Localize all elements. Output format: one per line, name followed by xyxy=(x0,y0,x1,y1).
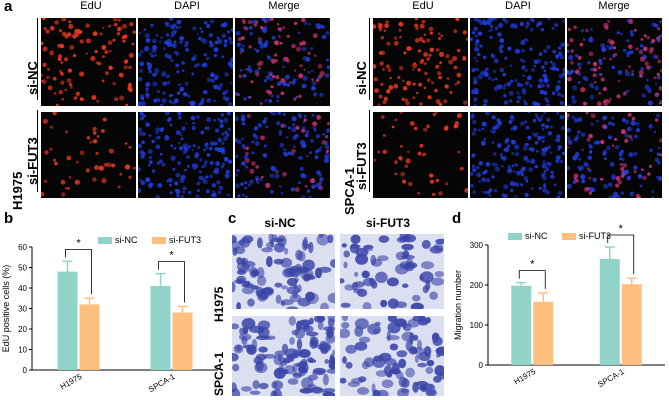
migration-chart-x-tick-label: H1975 xyxy=(512,367,537,387)
edu-bar-chart: 0 10 20 30 40 50 60 EdU positive cells (%) * H197… xyxy=(1,235,218,395)
migration-chart-bar-si-fut3-h1975 xyxy=(533,301,554,365)
col-header-edu-left: EdU xyxy=(80,0,102,12)
migration-chart-bar-si-nc-h1975 xyxy=(511,285,532,365)
edu-chart-bar-si-fut3-spca-1 xyxy=(172,312,193,370)
migration-chart-legend-swatch-si-fut3 xyxy=(562,233,576,240)
migration-chart-legend-label-si-fut3: si-FUT3 xyxy=(579,231,611,241)
edu-chart-y-tick-label: 0 xyxy=(23,366,28,375)
edu-chart-significance-star: * xyxy=(169,250,174,262)
col-header-dapi-right: DAPI xyxy=(505,0,531,12)
edu-chart-legend-swatch-si-nc xyxy=(98,237,112,244)
fluor-image-left-si-nc-merge xyxy=(235,18,330,106)
edu-chart-significance-bracket xyxy=(158,261,185,303)
migration-chart-legend-label-si-nc: si-NC xyxy=(525,231,548,241)
edu-chart-y-tick-label: 50 xyxy=(18,264,27,273)
migration-chart-y-tick-label: 300 xyxy=(470,241,484,250)
migration-chart-bar-si-nc-spca-1 xyxy=(599,259,620,365)
fluor-image-left-si-fut3-edu xyxy=(41,112,136,198)
edu-chart-legend-swatch-si-fut3 xyxy=(152,237,166,244)
edu-chart-y-axis-title: EdU positive cells (%) xyxy=(1,265,11,353)
fluor-image-left-si-nc-dapi xyxy=(138,18,233,106)
migration-chart-significance-star: * xyxy=(530,259,535,271)
col-header-merge-right: Merge xyxy=(598,0,630,12)
row-bracket-si-fut3-right xyxy=(369,110,370,192)
panel-d-label: d xyxy=(452,210,462,227)
fluor-image-right-si-nc-merge xyxy=(567,18,662,106)
migration-chart-y-tick-label: 200 xyxy=(470,281,484,290)
fluor-image-left-si-nc-edu xyxy=(41,18,136,106)
col-header-transwell-si-fut3: si-FUT3 xyxy=(365,216,410,230)
row-bracket-si-nc-left xyxy=(37,18,38,100)
edu-chart-y-tick-label: 10 xyxy=(18,346,27,355)
panel-a-label: a xyxy=(4,0,13,15)
edu-chart-y-tick-label: 30 xyxy=(18,305,27,314)
panel-b-label: b xyxy=(4,210,14,227)
edu-chart-bar-si-fut3-h1975 xyxy=(79,304,100,370)
migration-chart-x-tick-label: SPCA-1 xyxy=(596,367,626,390)
transwell-image-spca-1-si-fut3 xyxy=(340,316,444,396)
fluor-image-left-si-fut3-merge xyxy=(235,112,330,198)
col-header-transwell-si-nc: si-NC xyxy=(264,216,296,230)
edu-chart-x-tick-label: SPCA-1 xyxy=(147,372,177,395)
fluor-image-left-si-fut3-dapi xyxy=(138,112,233,198)
edu-chart-y-tick-label: 20 xyxy=(18,325,27,334)
edu-chart-y-tick-label: 60 xyxy=(18,243,27,252)
fluor-image-right-si-fut3-merge xyxy=(567,112,662,198)
edu-chart-y-tick-label: 40 xyxy=(18,284,27,293)
edu-chart-legend-label-si-nc: si-NC xyxy=(115,235,138,245)
row-bracket-si-nc-right xyxy=(369,18,370,100)
fluor-image-right-si-nc-dapi xyxy=(470,18,565,106)
row-bracket-si-fut3-left xyxy=(37,110,38,192)
cell-line-h1975-label: H1975 xyxy=(10,171,25,210)
edu-chart-bar-si-nc-spca-1 xyxy=(150,285,171,370)
fluor-image-right-si-fut3-dapi xyxy=(470,112,565,198)
col-header-merge-left: Merge xyxy=(268,0,300,12)
row-label-si-nc-right: si-NC xyxy=(354,61,369,95)
migration-chart-y-tick-label: 0 xyxy=(479,361,484,370)
panel-c-label: c xyxy=(228,210,237,227)
transwell-row-label-spca1: SPCA-1 xyxy=(212,351,226,396)
edu-chart-x-tick-label: H1975 xyxy=(59,372,84,392)
migration-bar-chart: 0 100 200 300 Migration number * H1975 * SPCA-1 s… xyxy=(453,223,665,390)
migration-chart-y-axis-title: Migration number xyxy=(453,270,463,340)
fluor-image-right-si-fut3-edu xyxy=(373,112,468,198)
edu-chart-bar-si-nc-h1975 xyxy=(57,271,78,370)
transwell-image-spca-1-si-nc xyxy=(232,316,335,396)
fluor-image-right-si-nc-edu xyxy=(373,18,468,106)
transwell-row-label-h1975: H1975 xyxy=(212,286,226,322)
edu-chart-significance-bracket xyxy=(65,248,92,295)
edu-chart-legend-label-si-fut3: si-FUT3 xyxy=(169,235,201,245)
transwell-image-h1975-si-nc xyxy=(232,234,335,309)
migration-chart-significance-bracket xyxy=(518,270,546,289)
transwell-image-h1975-si-fut3 xyxy=(340,234,444,309)
migration-chart-legend-swatch-si-nc xyxy=(508,233,522,240)
col-header-edu-right: EdU xyxy=(412,0,434,12)
row-label-si-fut3-right: si-FUT3 xyxy=(354,142,369,190)
col-header-dapi-left: DAPI xyxy=(174,0,200,12)
edu-chart-significance-star: * xyxy=(76,237,81,249)
migration-chart-significance-bracket xyxy=(607,234,635,275)
migration-chart-y-tick-label: 100 xyxy=(470,321,484,330)
migration-chart-significance-star: * xyxy=(619,223,624,235)
migration-chart-bar-si-fut3-spca-1 xyxy=(621,284,642,365)
